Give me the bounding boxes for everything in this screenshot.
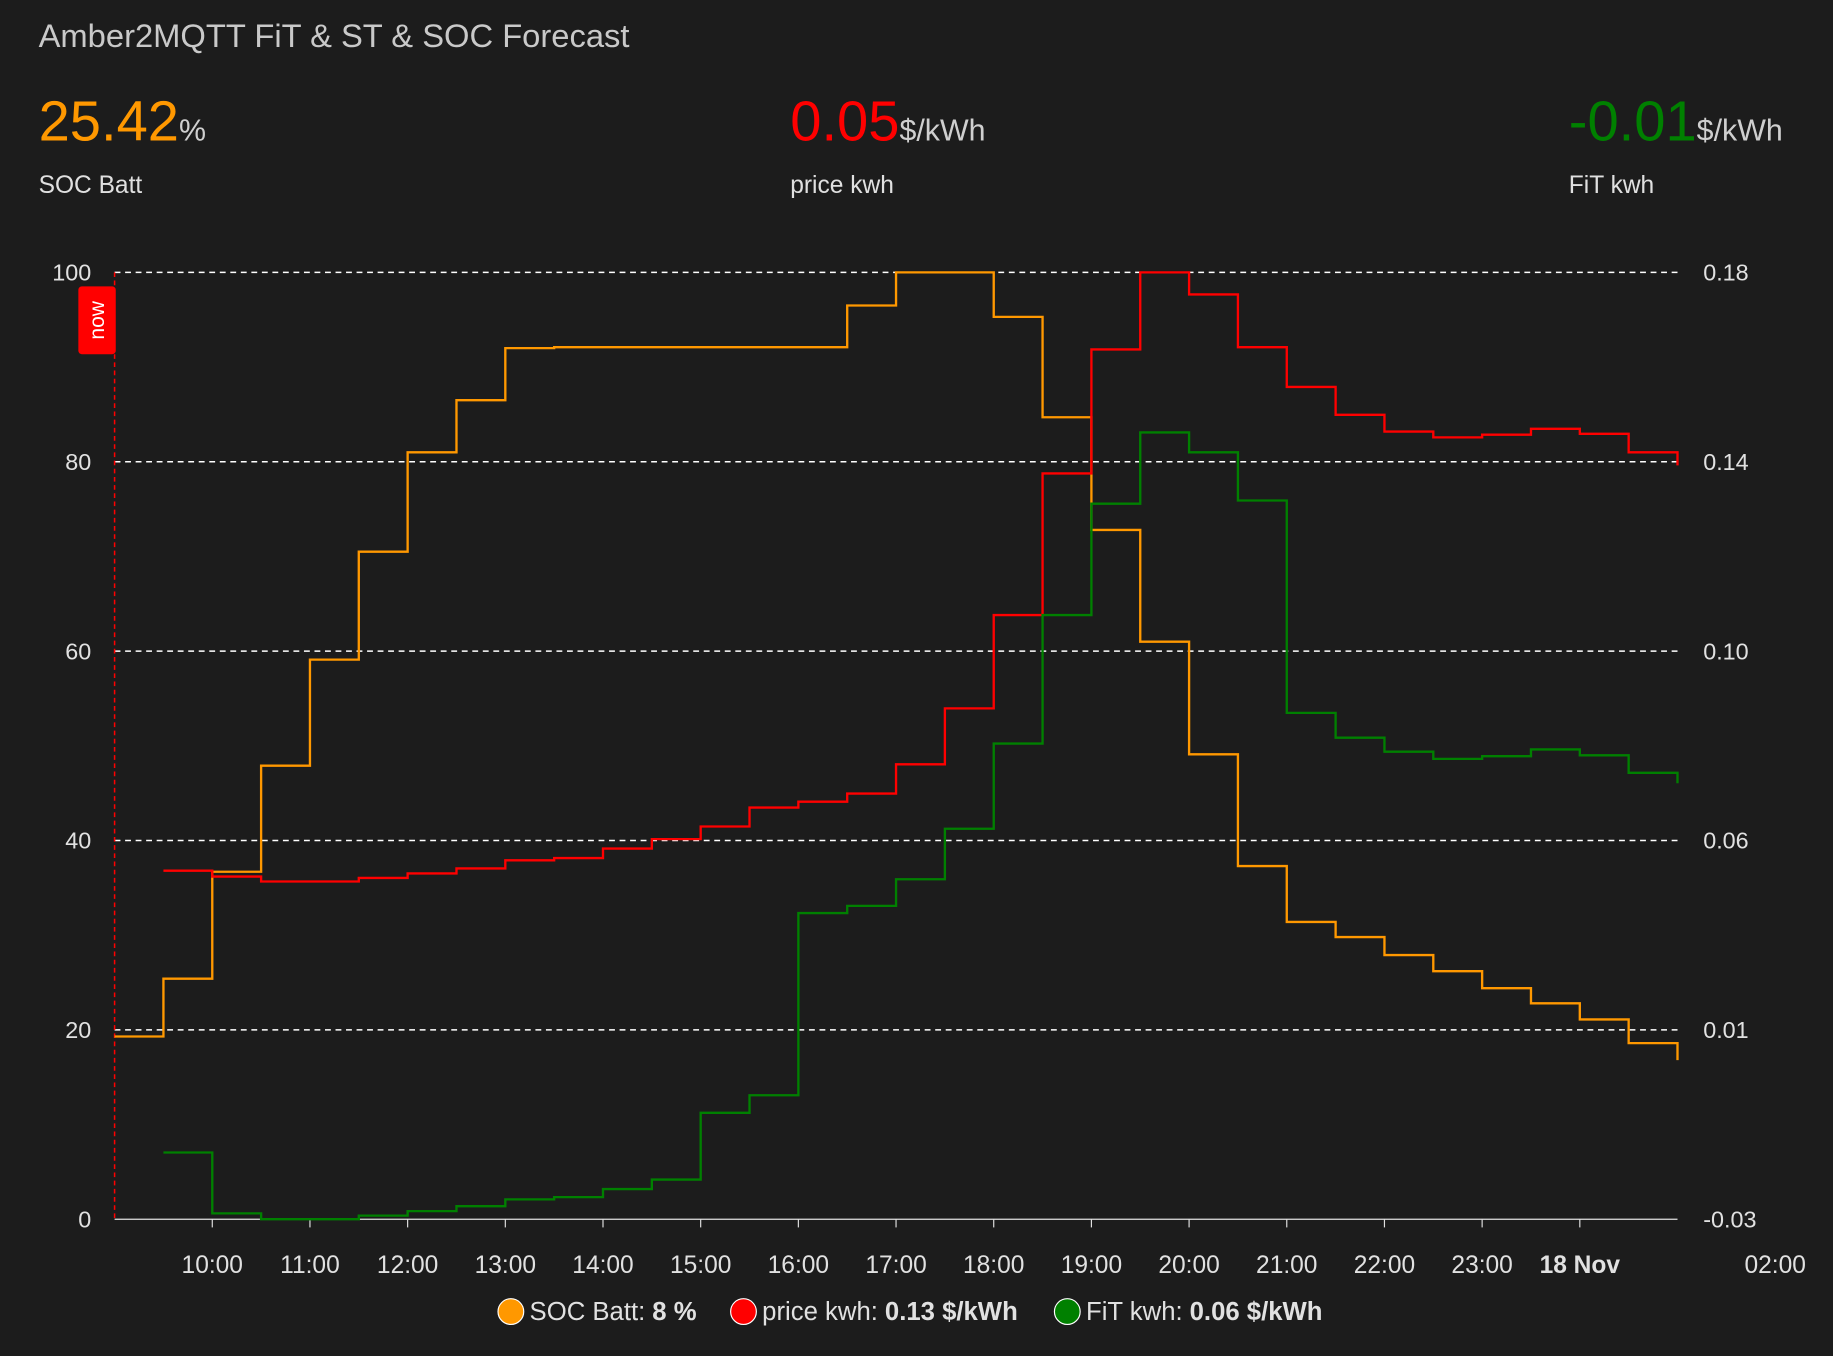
stat-label: FiT kwh [1569,172,1654,199]
legend-swatch [497,1298,525,1326]
x-tick-label: 12:00 [377,1252,438,1279]
y2-tick-label: 0.06 [1703,828,1748,854]
y-tick-label: 100 [52,260,91,286]
y2-tick-label: -0.03 [1703,1206,1756,1232]
series-line [114,271,1679,1061]
stat-label: price kwh [790,172,894,199]
legend-entry: price kwh: 0.13 $/kWh [762,1298,1018,1326]
stat-number: 0.05 [790,89,899,152]
legend-entry: FiT kwh: 0.06 $/kWh [1086,1298,1323,1326]
legend-value: 0.06 $/kWh [1190,1298,1323,1326]
stat-number: 25.42 [39,89,179,152]
x-tick-label: 19:00 [1061,1252,1122,1279]
y2-tick-label: 0.18 [1703,260,1748,286]
y-tick-label: 60 [65,638,91,664]
legend-label: FiT kwh: [1086,1298,1183,1326]
x-tick-label: 02:00 [1744,1252,1805,1279]
y-tick-label: 20 [65,1017,91,1043]
now-label: now [86,300,109,339]
stat-unit: $/kWh [899,113,985,147]
x-tick-label: 18:00 [963,1252,1024,1279]
legend-swatch [730,1298,757,1326]
x-tick-label: 18 Nov [1540,1252,1621,1279]
x-tick-label: 21:00 [1256,1252,1317,1279]
y-tick-label: 80 [65,449,91,475]
legend-value: 0.13 $/kWh [885,1298,1018,1326]
y2-tick-label: 0.01 [1703,1017,1748,1043]
series-line [163,271,1679,883]
legend-value: 8 % [652,1298,696,1326]
y-tick-label: 0 [78,1206,91,1232]
x-tick-label: 14:00 [572,1252,633,1279]
stat-number: -0.01 [1569,89,1697,152]
stat-label: SOC Batt [39,172,143,199]
x-tick-label: 15:00 [670,1252,731,1279]
legend-label: price kwh: [762,1298,878,1326]
stat-value: -0.01$/kWh [1569,89,1783,152]
stat-value: 0.05$/kWh [790,89,985,152]
x-tick-label: 16:00 [768,1252,829,1279]
legend-swatch [1053,1298,1081,1326]
legend-entry: SOC Batt: 8 % [530,1298,697,1326]
x-tick-label: 20:00 [1158,1252,1219,1279]
series-line [163,431,1679,1221]
now-badge [78,286,116,355]
x-tick-label: 10:00 [182,1252,243,1279]
y2-tick-label: 0.14 [1703,449,1748,475]
stat-value: 25.42% [39,89,206,152]
y2-tick-label: 0.10 [1703,638,1748,664]
x-tick-label: 13:00 [475,1252,536,1279]
y-tick-label: 40 [65,828,91,854]
stat-unit: $/kWh [1697,113,1783,147]
x-tick-label: 17:00 [865,1252,926,1279]
x-tick-label: 11:00 [280,1252,340,1279]
x-tick-label: 22:00 [1354,1252,1415,1279]
card-title: Amber2MQTT FiT & ST & SOC Forecast [39,17,630,54]
stat-unit: % [179,113,206,147]
legend-label: SOC Batt: [530,1298,646,1326]
x-tick-label: 23:00 [1451,1252,1512,1279]
